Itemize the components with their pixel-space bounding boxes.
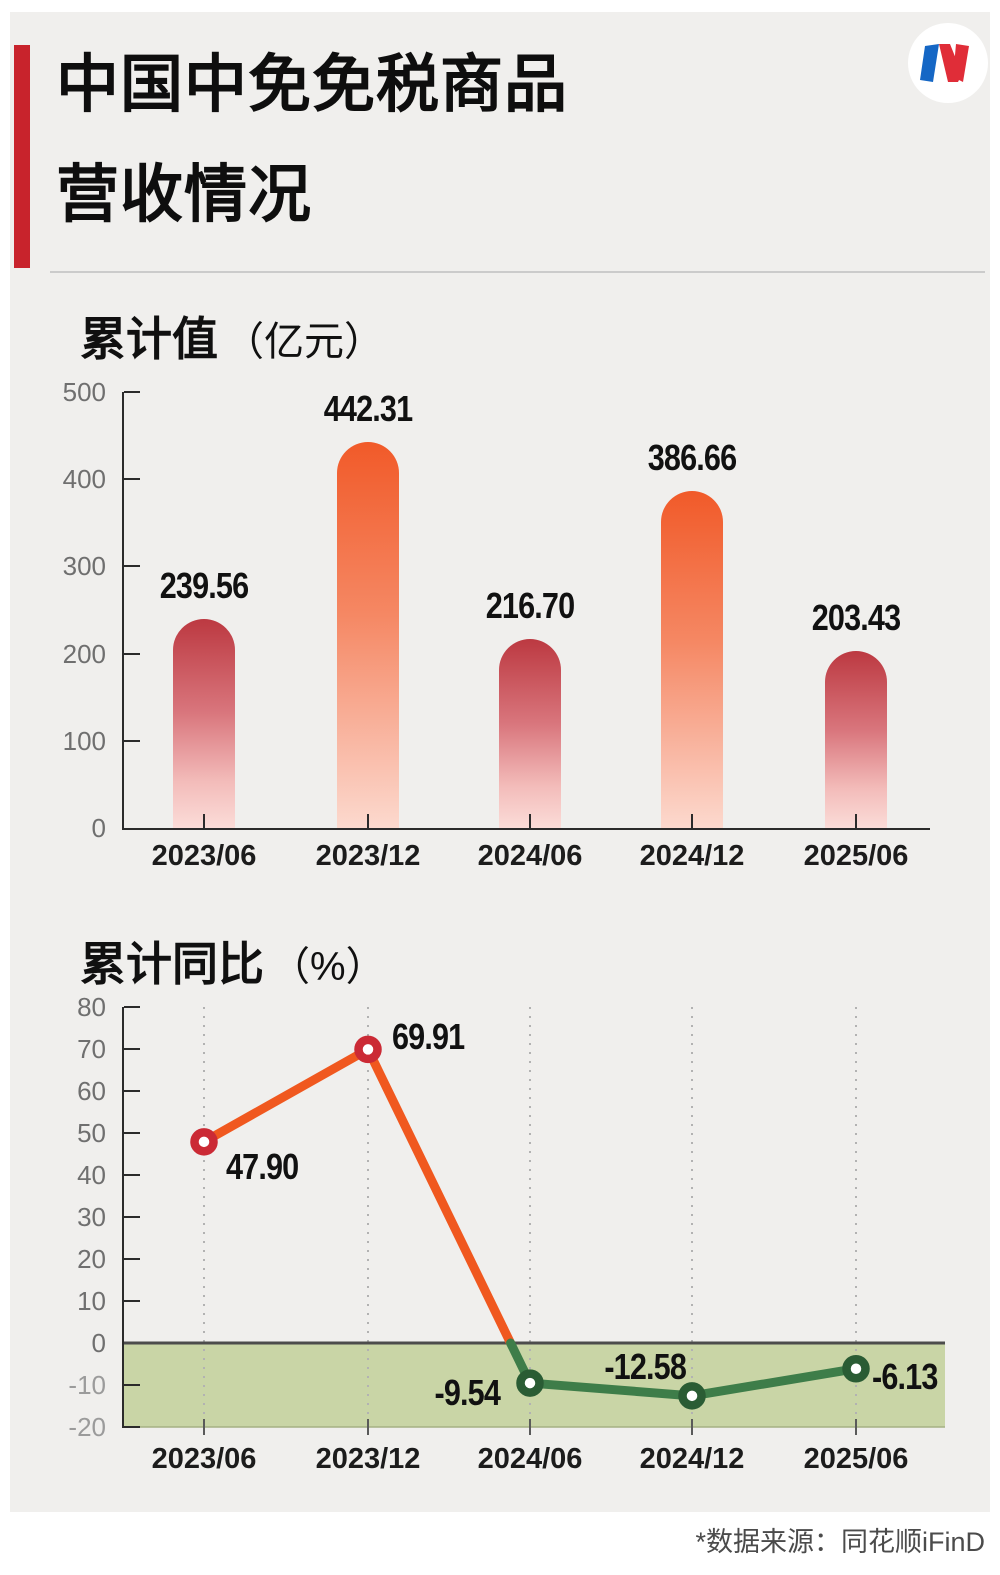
y-axis-tick-label: 10 bbox=[77, 1286, 106, 1316]
x-axis-label: 2024/12 bbox=[639, 840, 745, 872]
y-axis-tick-label: 70 bbox=[77, 1034, 106, 1064]
y-axis-tick-label: 20 bbox=[77, 1244, 106, 1274]
y-axis-tick-label: 200 bbox=[62, 638, 106, 669]
y-axis-tick-label: 300 bbox=[62, 551, 106, 582]
y-axis-tick-label: 400 bbox=[62, 464, 106, 495]
line-segment-positive bbox=[199, 1044, 373, 1147]
x-axis-label: 2025/06 bbox=[803, 840, 909, 872]
bar-value-label: 216.70 bbox=[485, 585, 575, 627]
y-axis-tick bbox=[124, 652, 140, 655]
y-axis-tick bbox=[124, 739, 140, 742]
logo-n-left-stroke bbox=[920, 44, 939, 82]
y-axis-tick-label: 40 bbox=[77, 1160, 106, 1190]
bar-value-label: 239.56 bbox=[159, 565, 249, 607]
y-axis-tick-label: 60 bbox=[77, 1076, 106, 1106]
x-axis-tick bbox=[529, 814, 531, 828]
x-axis-label: 2024/12 bbox=[639, 1443, 745, 1475]
bar-2024/06 bbox=[499, 639, 561, 828]
bar-value-label: 386.66 bbox=[647, 436, 737, 478]
y-axis-tick-label: 80 bbox=[77, 992, 106, 1022]
x-axis-label: 2024/06 bbox=[477, 840, 583, 872]
x-axis-tick bbox=[691, 814, 693, 828]
data-point-marker bbox=[516, 1369, 544, 1397]
x-axis-tick bbox=[367, 814, 369, 828]
x-axis-label: 2023/06 bbox=[151, 1443, 257, 1475]
y-axis-tick bbox=[124, 478, 140, 481]
y-axis-tick-label: 30 bbox=[77, 1202, 106, 1232]
x-axis-label: 2023/12 bbox=[315, 1443, 421, 1475]
y-axis-tick-label: 0 bbox=[91, 813, 106, 843]
bar-2025/06 bbox=[825, 650, 887, 828]
header-divider bbox=[50, 271, 985, 273]
data-point-marker bbox=[678, 1382, 706, 1410]
line-chart-title: 累计同比 （%） bbox=[80, 928, 386, 990]
bar-chart-unit-label: （亿元） bbox=[224, 320, 384, 364]
line-segment-positive bbox=[363, 1044, 516, 1348]
line-chart-title-text: 累计同比 bbox=[80, 938, 264, 990]
y-axis-line bbox=[122, 392, 124, 830]
line-segment-negative bbox=[525, 1378, 697, 1401]
data-point-marker bbox=[842, 1354, 870, 1383]
x-axis-line bbox=[122, 828, 930, 830]
y-axis-tick-label: 50 bbox=[77, 1118, 106, 1148]
line-value-label: 47.90 bbox=[226, 1146, 299, 1187]
line-value-label: -12.58 bbox=[604, 1346, 687, 1387]
data-source-note: *数据来源：同花顺iFinD bbox=[695, 1527, 985, 1557]
bar-value-label: 442.31 bbox=[323, 388, 413, 430]
page-title-line-2: 营收情况 bbox=[56, 160, 312, 230]
y-axis-tick-label: -20 bbox=[68, 1412, 106, 1442]
y-axis-tick-label: 0 bbox=[91, 1328, 106, 1358]
x-axis-label: 2023/12 bbox=[315, 840, 421, 872]
line-segment-negative bbox=[687, 1364, 861, 1401]
page-title-line-1: 中国中免免税商品 bbox=[56, 50, 568, 120]
y-axis-tick bbox=[124, 391, 140, 393]
y-axis-tick-label: -10 bbox=[68, 1370, 106, 1400]
line-value-label: -9.54 bbox=[434, 1372, 500, 1413]
bar-chart-title-text: 累计值 bbox=[80, 313, 218, 365]
y-axis-tick bbox=[124, 565, 140, 568]
line-value-label: -6.13 bbox=[872, 1356, 938, 1397]
y-axis-tick-label: 500 bbox=[62, 377, 106, 407]
bar-2023/06 bbox=[173, 619, 235, 828]
x-axis-tick bbox=[203, 814, 205, 828]
bar-chart-title: 累计值 （亿元） bbox=[80, 303, 384, 365]
x-axis-label: 2025/06 bbox=[803, 1443, 909, 1475]
title-accent-bar bbox=[14, 45, 30, 268]
data-point-marker bbox=[190, 1128, 218, 1156]
x-axis-label: 2024/06 bbox=[477, 1443, 583, 1475]
x-axis-label: 2023/06 bbox=[151, 840, 257, 872]
logo-n-right-stroke bbox=[939, 44, 969, 82]
x-axis-tick bbox=[855, 814, 857, 828]
nbd-logo bbox=[908, 23, 988, 103]
data-point-marker bbox=[354, 1035, 382, 1064]
line-value-label: 69.91 bbox=[392, 1016, 465, 1057]
y-axis-tick-label: 100 bbox=[62, 725, 106, 756]
line-chart-unit-label: （%） bbox=[270, 945, 386, 989]
bar-2024/12 bbox=[661, 490, 723, 828]
bar-value-label: 203.43 bbox=[811, 596, 901, 638]
bar-2023/12 bbox=[337, 442, 399, 828]
